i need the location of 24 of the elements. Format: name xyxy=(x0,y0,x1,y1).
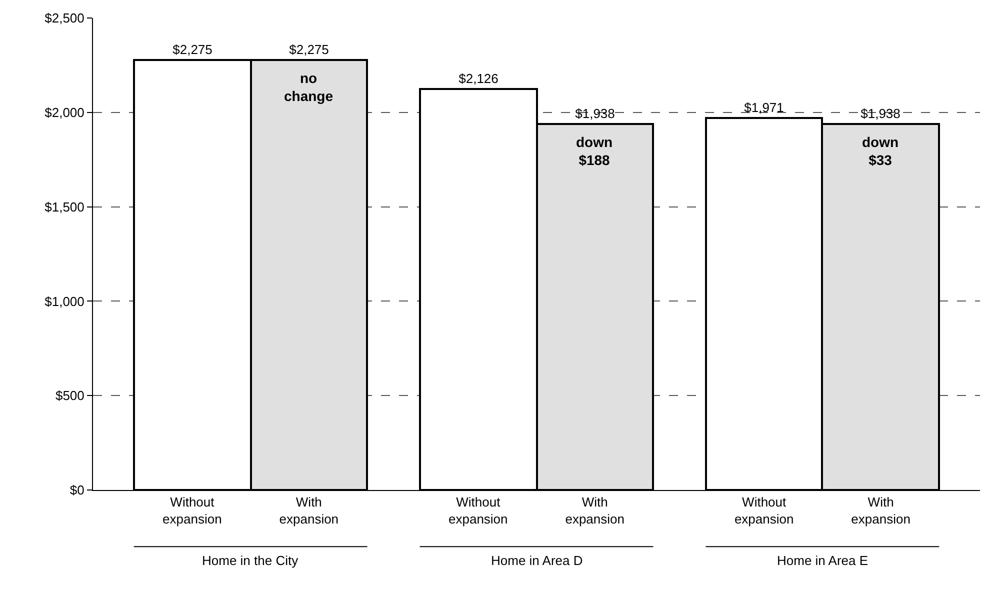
y-tick-label: $1,000 xyxy=(44,294,84,309)
y-tick-label: $500 xyxy=(55,388,84,404)
annotation: no change xyxy=(284,70,334,104)
x-tick-label: With expansion xyxy=(851,494,910,526)
annotation: down $33 xyxy=(862,134,899,168)
x-tick-label: With expansion xyxy=(565,494,624,526)
text: Home in Area E xyxy=(777,553,868,568)
x-tick-label: Without expansion xyxy=(734,494,794,526)
data-label: $1,971 xyxy=(744,100,784,115)
x-tick-label: With expansion xyxy=(279,494,339,526)
y-tick-label: $2,500 xyxy=(44,10,84,26)
text: Home in Area D xyxy=(491,553,583,568)
data-label: $2,275 xyxy=(289,42,329,57)
data-label: $1,938 xyxy=(860,106,900,121)
text: Home in the City xyxy=(202,553,299,568)
x-tick-label: Without expansion xyxy=(162,494,222,526)
data-label: $2,275 xyxy=(172,42,212,57)
x-tick-label: Without expansion xyxy=(448,494,508,526)
y-tick-label: $1,500 xyxy=(44,199,84,214)
data-label: $1,938 xyxy=(575,106,615,121)
y-tick-label: $0 xyxy=(70,482,84,498)
data-label: $2,126 xyxy=(458,71,498,86)
annotation: down $188 xyxy=(576,134,613,168)
y-tick-label: $2,000 xyxy=(44,104,84,120)
